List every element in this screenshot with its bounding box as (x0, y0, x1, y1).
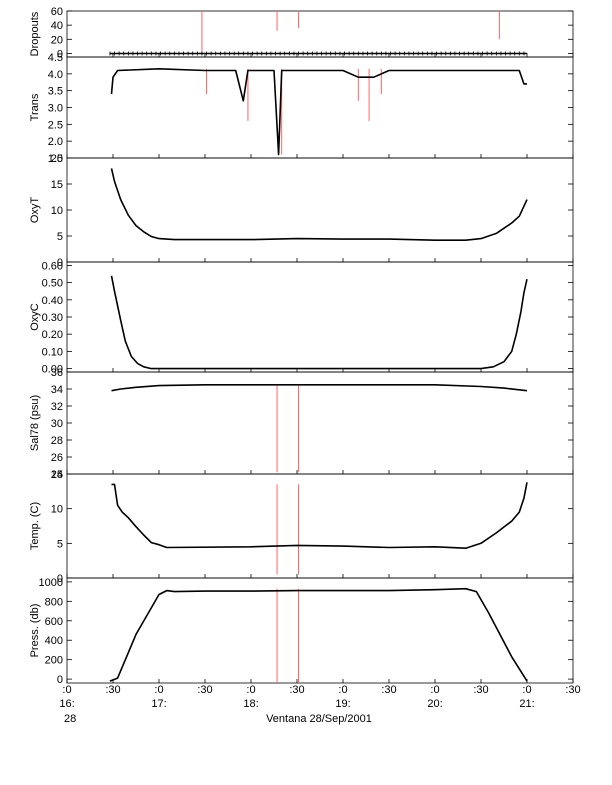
trans-ylabel: Trans (29, 93, 41, 121)
time-tick-label: :30 (565, 684, 580, 696)
temp-c-ylabel: Temp. (C) (29, 502, 41, 550)
dropouts-frame (66, 10, 574, 58)
plot-panels: 0 20 40 60 Dropouts 1.5 2.0 2.5 3.0 3.5 4.0 4.5 Tran… (29, 6, 574, 686)
oxyc-ytick-label: 0.30 (42, 312, 63, 324)
time-tick-label: :30 (473, 684, 488, 696)
hour-label: 21: (519, 698, 534, 710)
time-tick-label: :0 (338, 684, 347, 696)
oxyt-ytick-label: 15 (51, 179, 63, 191)
trans-frame (66, 56, 574, 159)
dropouts-ytick-label: 60 (51, 6, 63, 18)
time-tick-label: :0 (154, 684, 163, 696)
press-db-series-line (109, 587, 528, 682)
trans-ytick-label: 4.5 (48, 52, 63, 64)
trans-ytick-label: 2.5 (48, 119, 63, 131)
hour-label: 19: (335, 698, 350, 710)
press-db-ytick-label: 600 (45, 616, 63, 628)
dropouts-ytick-label: 20 (51, 34, 63, 46)
press-db-ytick-label: 200 (45, 655, 63, 667)
temp-c-frame (66, 473, 574, 579)
panel-trans: 1.5 2.0 2.5 3.0 3.5 4.0 4.5 Trans (29, 52, 574, 165)
temp-c-ytick-label: 5 (57, 538, 63, 550)
panel-temp-c: 0 5 10 15 Temp. (C) (29, 469, 574, 585)
hour-label: 20: (427, 698, 442, 710)
oxyt-ytick-label: 10 (51, 205, 63, 217)
time-tick-label: :30 (197, 684, 212, 696)
sal78-psu-ytick-label: 28 (51, 435, 63, 447)
sal78-psu-ylabel: Sal78 (psu) (29, 395, 41, 451)
oxyc-ytick-label: 0.60 (42, 260, 63, 272)
oxyt-ytick-label: 5 (57, 231, 63, 243)
trans-series-line (110, 68, 527, 156)
trans-ytick-label: 1.5 (48, 153, 63, 165)
oxyc-series-line (110, 275, 528, 370)
x-axis-label: Ventana 28/Sep/2001 (266, 713, 372, 725)
hour-label: 17: (151, 698, 166, 710)
oxyc-ytick-label: 0.20 (42, 329, 63, 341)
sal78-psu-ytick-label: 26 (51, 452, 63, 464)
trans-ytick-label: 4.0 (48, 69, 63, 81)
oxyt-frame (66, 157, 574, 263)
sal78-psu-ytick-label: 36 (51, 367, 63, 379)
sal78-psu-series-line (111, 383, 528, 392)
oxyc-ylabel: OxyC (29, 303, 41, 331)
panel-press-db: 0 200 400 600 800 1000 Press. (db) (29, 577, 574, 686)
time-tick-label: :0 (522, 684, 531, 696)
press-db-ytick-label: 800 (45, 596, 63, 608)
temp-c-ytick-label: 0 (57, 573, 63, 585)
day-label: 28 (64, 713, 76, 725)
press-db-ytick-label: 0 (57, 674, 63, 686)
dropouts-ytick-label: 0 (57, 48, 63, 60)
temp-c-series-line (111, 482, 528, 550)
press-db-frame (66, 577, 574, 684)
hour-label: 18: (243, 698, 258, 710)
trans-ytick-label: 3.0 (48, 103, 63, 115)
hour-label: 16: (59, 698, 74, 710)
time-axis: :0 :30 :0 :30 :0 :30 :0 :30 :0 :30 :0 :30 16: 17: 18: 1… (59, 684, 580, 710)
oxyc-ytick-label: 0.40 (42, 295, 63, 307)
oxyc-frame (66, 261, 574, 373)
oxyt-ylabel: OxyT (29, 197, 41, 224)
dropouts-ylabel: Dropouts (29, 11, 41, 56)
oxyc-ytick-label: 0.00 (42, 364, 63, 376)
sal78-psu-ytick-label: 34 (51, 384, 63, 396)
oxyt-series-line (110, 168, 528, 241)
trans-ytick-label: 3.5 (48, 86, 63, 98)
sal78-psu-ytick-label: 32 (51, 401, 63, 413)
press-db-ytick-label: 400 (45, 635, 63, 647)
temp-c-ytick-label: 10 (51, 504, 63, 516)
panel-oxyt: 0 5 10 15 20 OxyT (29, 153, 574, 269)
oxyt-ytick-label: 0 (57, 257, 63, 269)
oxyt-ytick-label: 20 (51, 153, 63, 165)
press-db-ytick-label: 1000 (39, 577, 63, 589)
dropouts-ytick-label: 40 (51, 20, 63, 32)
trans-ytick-label: 2.0 (48, 136, 63, 148)
time-tick-label: :30 (289, 684, 304, 696)
time-tick-label: :0 (246, 684, 255, 696)
temp-c-ytick-label: 15 (51, 469, 63, 481)
time-tick-label: :30 (381, 684, 396, 696)
time-tick-label: :0 (62, 684, 71, 696)
time-tick-label: :0 (430, 684, 439, 696)
time-tick-label: :30 (105, 684, 120, 696)
panel-sal78-psu: 24 26 28 30 32 34 36 Sal78 (psu) (29, 367, 574, 481)
oxyc-ytick-label: 0.50 (42, 278, 63, 290)
press-db-ylabel: Press. (db) (29, 604, 41, 658)
sal78-psu-ytick-label: 24 (51, 469, 63, 481)
sal78-psu-ytick-label: 30 (51, 418, 63, 430)
oxyc-ytick-label: 0.10 (42, 346, 63, 358)
panel-oxyc: 0.00 0.10 0.20 0.30 0.40 0.50 0.60 OxyC (29, 260, 574, 376)
panel-dropouts: 0 20 40 60 Dropouts (29, 6, 574, 60)
